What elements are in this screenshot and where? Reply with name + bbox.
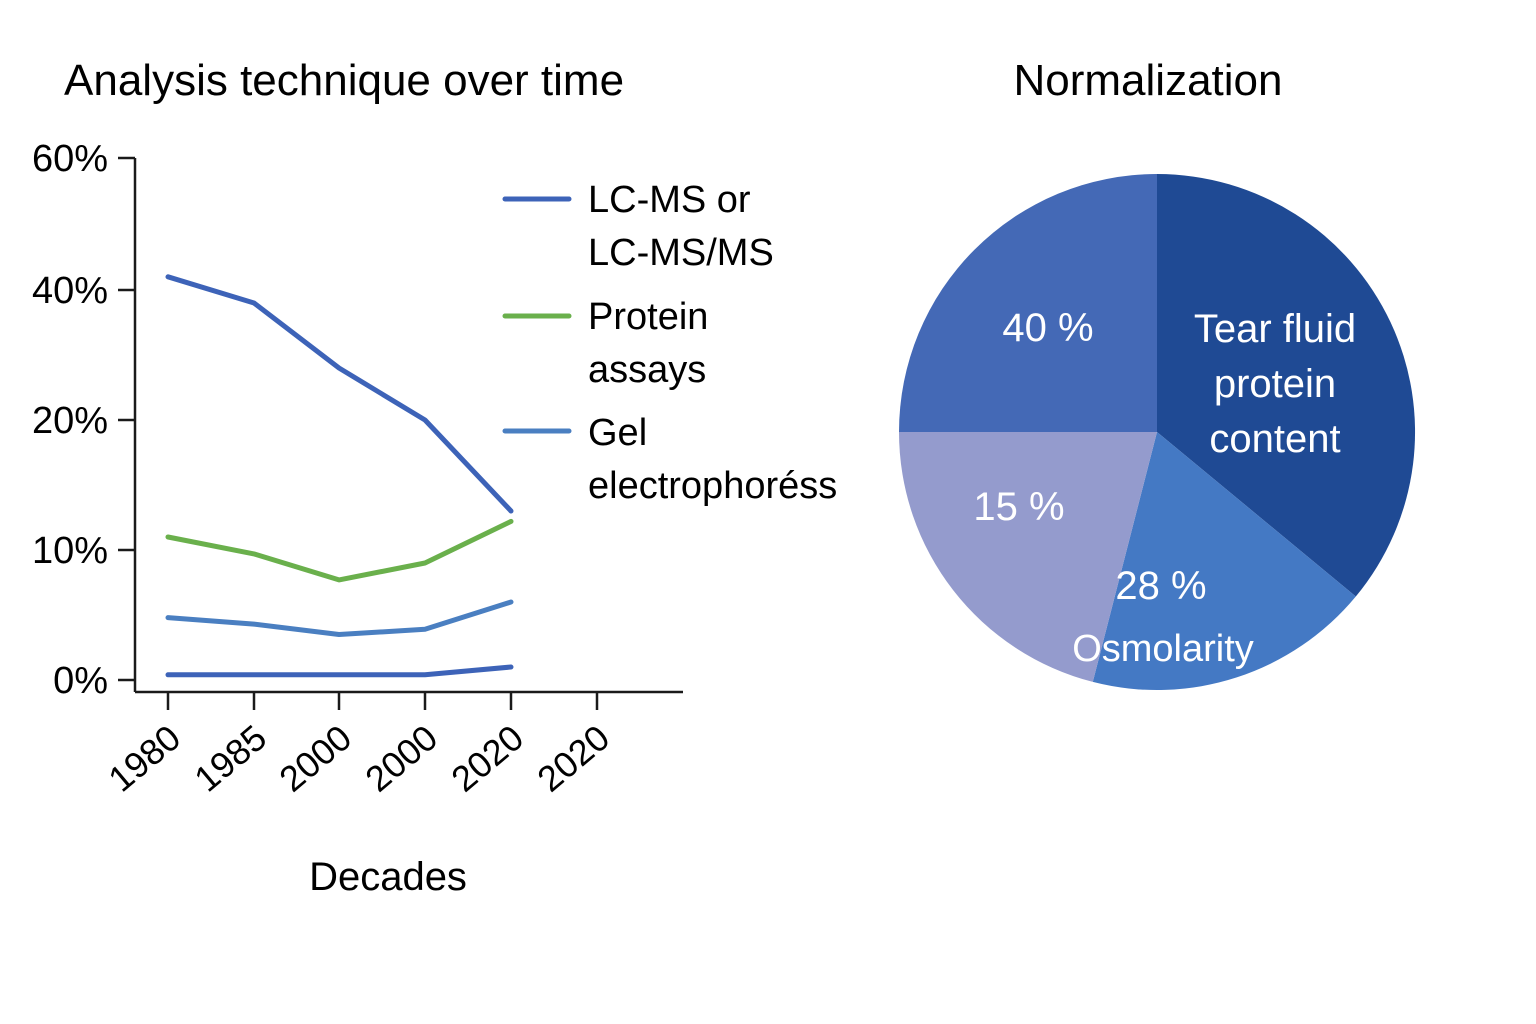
pie-slice-label: Osmolarity (1072, 628, 1254, 670)
legend-label: Protein (588, 296, 708, 338)
pie-slice-value: 28 % (1115, 564, 1206, 608)
series-line-2 (165, 599, 514, 637)
series-line-0 (165, 274, 514, 514)
legend-label: Gel (588, 412, 647, 454)
series-line-3 (165, 664, 514, 678)
series-line-1 (165, 518, 514, 583)
y-tick-label: 0% (53, 660, 108, 702)
pie-chart: Normalization Tear fluid protein content… (898, 56, 1416, 691)
y-tick-label: 10% (32, 530, 108, 572)
y-tick-label: 60% (32, 138, 108, 180)
line-chart: Analysis technique over time 0% 10% 20% … (32, 56, 837, 899)
y-tick-label: 20% (32, 400, 108, 442)
x-tick-label: 1980 (100, 717, 188, 800)
x-tick-label: 2000 (357, 717, 445, 800)
legend: LC-MS or LC-MS/MS Protein assays Gel ele… (502, 179, 837, 507)
x-tick-label: 2020 (443, 717, 531, 800)
x-ticks: 1980 1985 2000 2000 2020 2020 (100, 692, 617, 800)
y-tick-label: 40% (32, 270, 108, 312)
legend-label: LC-MS or (588, 179, 751, 221)
line-chart-title: Analysis technique over time (64, 56, 624, 105)
x-axis-label: Decades (309, 855, 467, 899)
legend-label: LC-MS/MS (588, 232, 774, 274)
pie-slice-label: content (1209, 417, 1340, 461)
pie-slice-2 (898, 432, 1157, 682)
pie-slice-value: 15 % (973, 485, 1064, 529)
pie-slice-label: Tear fluid (1194, 307, 1356, 351)
pie-slice-1 (1092, 432, 1356, 691)
pie-slice-label: protein (1214, 362, 1336, 406)
x-tick-label: 2000 (271, 717, 359, 800)
series-layer (165, 274, 514, 678)
pie-slice-0 (1157, 174, 1416, 597)
pie-slice-value: 40 % (1002, 306, 1093, 350)
legend-label: assays (588, 349, 706, 391)
pie-chart-title: Normalization (1014, 56, 1283, 105)
y-ticks: 0% 10% 20% 40% 60% (32, 138, 135, 702)
pie-slice-3 (899, 174, 1157, 432)
x-tick-label: 2020 (529, 717, 617, 800)
pie-slices (898, 174, 1416, 691)
legend-label: electrophoréss (588, 465, 837, 507)
x-tick-label: 1985 (186, 717, 274, 800)
